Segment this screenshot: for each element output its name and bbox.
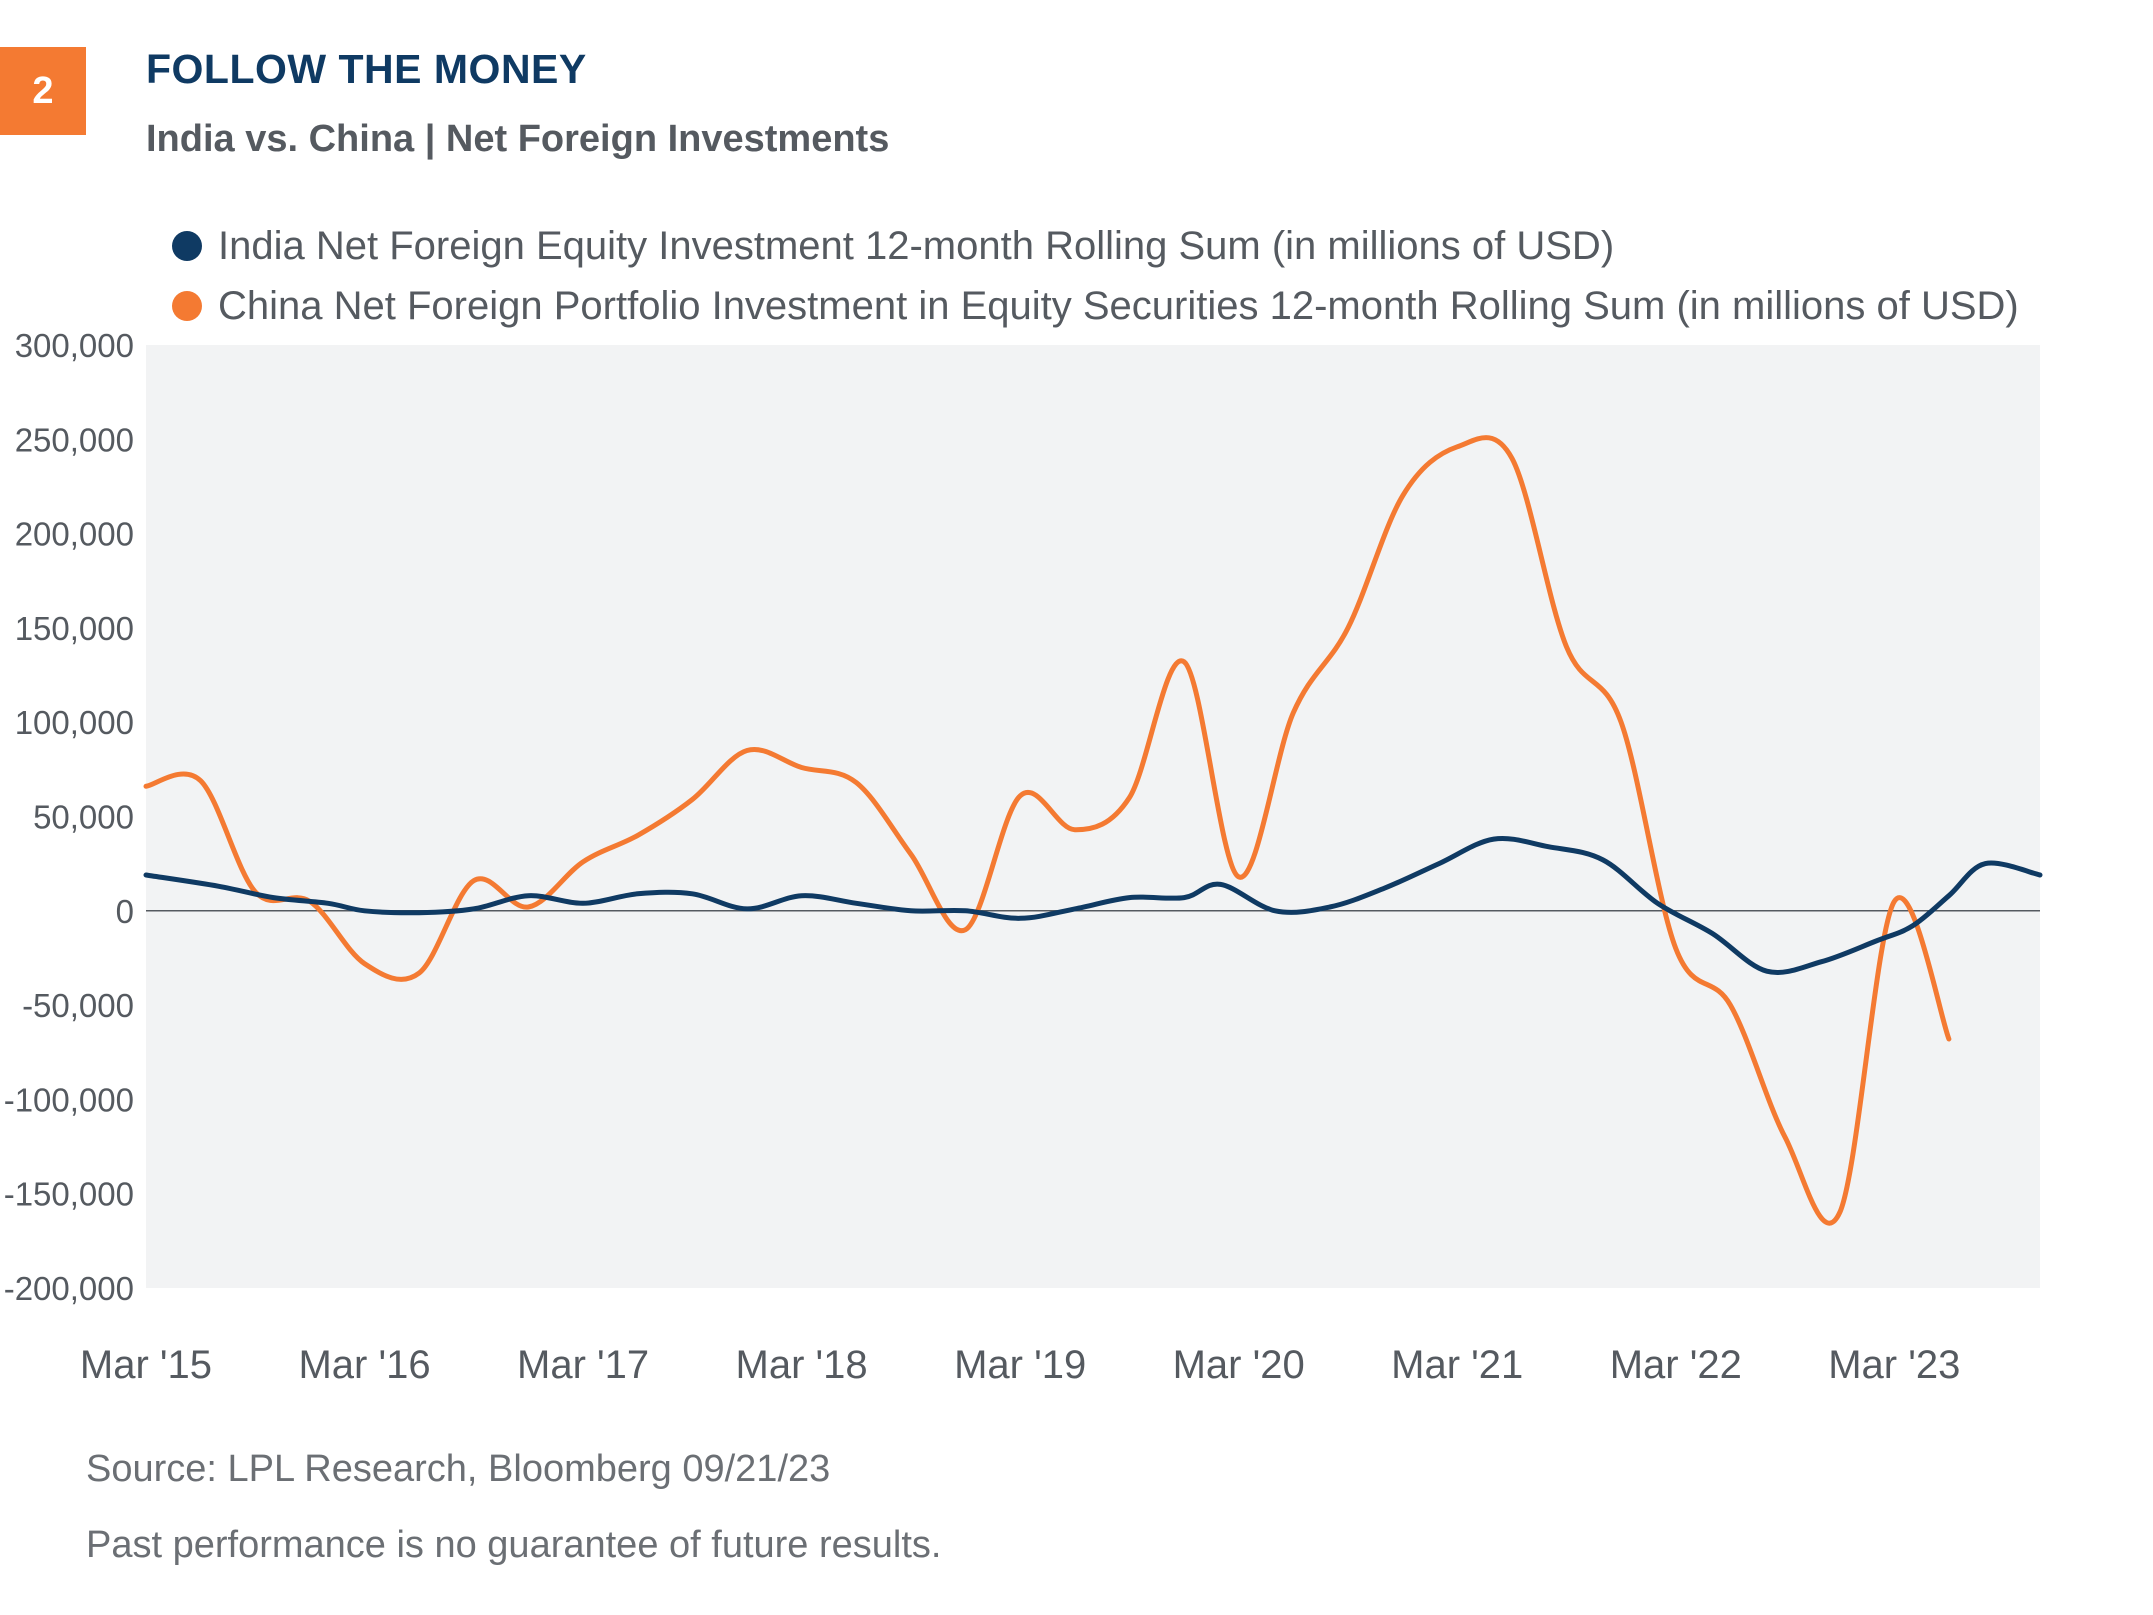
y-tick-label: -100,000	[4, 1081, 134, 1118]
legend-label-india: India Net Foreign Equity Investment 12-m…	[218, 223, 1615, 268]
legend-dot-china-icon	[172, 291, 202, 321]
plot-area	[146, 345, 2040, 1288]
y-tick-label: -50,000	[22, 987, 134, 1024]
disclaimer-note: Past performance is no guarantee of futu…	[86, 1524, 942, 1566]
legend-dot-india-icon	[172, 231, 202, 261]
series-line-china	[143, 435, 1952, 1226]
series-line-india	[143, 835, 2043, 975]
x-tick-label: Mar '17	[517, 1343, 649, 1387]
y-tick-label: -150,000	[4, 1176, 134, 1213]
x-tick-label: Mar '21	[1391, 1343, 1523, 1387]
x-tick-label: Mar '18	[736, 1343, 868, 1387]
chart-title: FOLLOW THE MONEY	[146, 46, 587, 92]
legend-item-india: India Net Foreign Equity Investment 12-m…	[172, 216, 2019, 276]
x-tick-label: Mar '22	[1610, 1343, 1742, 1387]
figure-number-badge: 2	[0, 47, 86, 135]
legend-label-china: China Net Foreign Portfolio Investment i…	[218, 283, 2019, 328]
x-tick-label: Mar '15	[80, 1343, 212, 1387]
y-tick-label: -200,000	[4, 1270, 134, 1307]
y-tick-label: 100,000	[15, 704, 134, 741]
y-tick-label: 0	[116, 893, 134, 930]
x-tick-label: Mar '16	[298, 1343, 430, 1387]
chart-subtitle: India vs. China | Net Foreign Investment…	[146, 118, 890, 160]
chart-legend: India Net Foreign Equity Investment 12-m…	[172, 216, 2019, 336]
x-tick-label: Mar '23	[1828, 1343, 1960, 1387]
y-tick-label: 200,000	[15, 516, 134, 553]
y-tick-label: 50,000	[33, 799, 134, 836]
x-tick-label: Mar '20	[1173, 1343, 1305, 1387]
y-tick-label: 150,000	[15, 610, 134, 647]
y-tick-label: 250,000	[15, 421, 134, 458]
x-tick-label: Mar '19	[954, 1343, 1086, 1387]
legend-item-china: China Net Foreign Portfolio Investment i…	[172, 276, 2019, 336]
y-tick-label: 300,000	[15, 327, 134, 364]
source-note: Source: LPL Research, Bloomberg 09/21/23	[86, 1448, 831, 1490]
